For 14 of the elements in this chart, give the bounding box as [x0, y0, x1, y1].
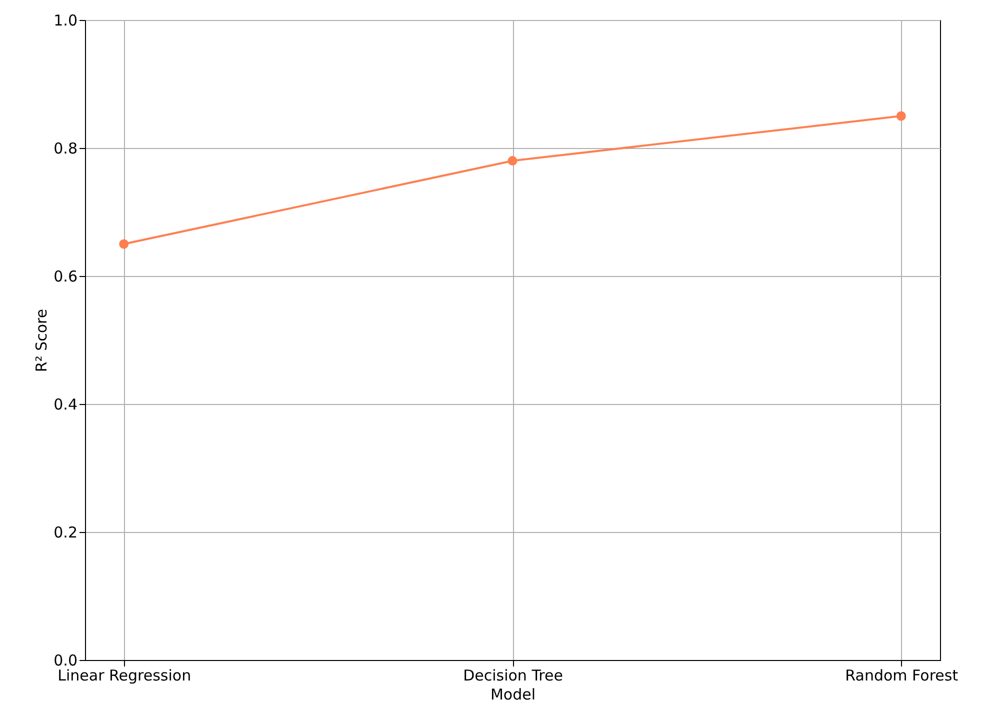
- x-tick-label: Linear Regression: [58, 666, 192, 684]
- x-axis-title: Model: [490, 686, 536, 704]
- y-tick-label: 0.6: [54, 268, 78, 286]
- point: [508, 156, 518, 166]
- y-tick-label: 0.0: [54, 652, 78, 670]
- y-tick-label: 0.4: [54, 396, 78, 414]
- y-tick-label: 0.8: [54, 140, 78, 158]
- x-tick-label: Decision Tree: [463, 666, 563, 684]
- point: [119, 239, 129, 249]
- x-tick-label: Random Forest: [845, 666, 958, 684]
- point: [896, 111, 906, 121]
- y-tick-label: 0.2: [54, 524, 78, 542]
- y-axis-title: R² Score: [32, 308, 51, 372]
- y-tick-label: 1.0: [54, 12, 78, 30]
